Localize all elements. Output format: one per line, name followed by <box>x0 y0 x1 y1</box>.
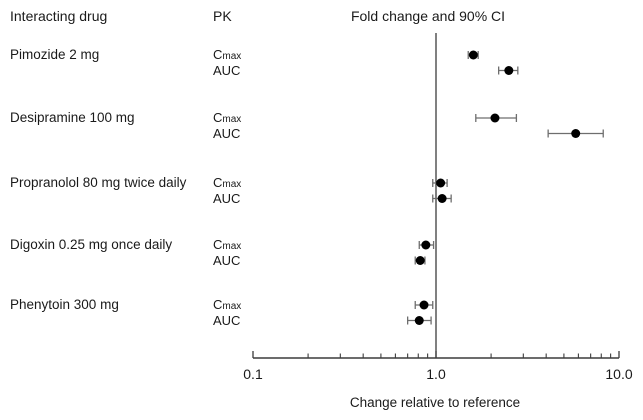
pk-label-cmax: Cmax <box>213 237 242 252</box>
point-estimate-marker <box>436 178 446 188</box>
point-estimate-marker <box>504 66 514 75</box>
x-tick-label: 10.0 <box>605 366 633 382</box>
column-header-interacting-drug: Interacting drug <box>10 8 108 24</box>
x-tick-label: 0.1 <box>243 366 263 382</box>
drug-label: Phenytoin 300 mg <box>10 297 119 312</box>
pk-label-auc: AUC <box>213 190 241 206</box>
x-axis-label: Change relative to reference <box>349 395 521 410</box>
pk-label-cmax: Cmax <box>213 47 242 62</box>
column-header-pk: PK <box>213 8 232 24</box>
point-estimate-marker <box>414 316 424 325</box>
pk-label-cmax: Cmax <box>213 175 242 190</box>
point-estimate-marker <box>437 194 447 203</box>
drug-label: Desipramine 100 mg <box>10 110 135 125</box>
point-estimate-marker <box>571 129 581 138</box>
point-estimate-marker <box>415 256 425 265</box>
point-estimate-marker <box>419 300 429 310</box>
pk-label-cmax: Cmax <box>213 297 242 312</box>
point-estimate-marker <box>421 240 431 250</box>
x-tick-label: 1.0 <box>426 366 446 382</box>
pk-label-auc: AUC <box>213 62 241 78</box>
drug-label: Propranolol 80 mg twice daily <box>10 175 187 190</box>
drug-label: Digoxin 0.25 mg once daily <box>10 237 173 252</box>
pk-label-auc: AUC <box>213 125 241 141</box>
chart-title: Fold change and 90% CI <box>350 8 506 24</box>
point-estimate-marker <box>468 50 478 60</box>
pk-label-auc: AUC <box>213 252 241 268</box>
pk-label-cmax: Cmax <box>213 110 242 125</box>
drug-label: Pimozide 2 mg <box>10 47 100 62</box>
point-estimate-marker <box>490 113 500 123</box>
pk-label-auc: AUC <box>213 312 241 328</box>
